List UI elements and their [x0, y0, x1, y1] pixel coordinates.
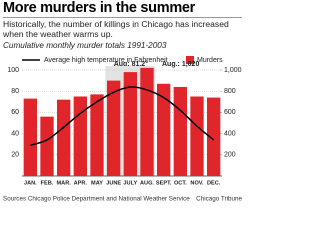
legend-label: Average high temperature in Fahrenheit: [44, 57, 168, 64]
x-tick-label: DEC.: [207, 180, 221, 186]
bar: [107, 80, 121, 176]
annotation: Aug: 81.2°: [114, 60, 149, 68]
bar: [40, 116, 54, 176]
title-rule: [3, 17, 242, 18]
bar: [123, 72, 137, 176]
y-tick-label: 80: [11, 88, 19, 95]
annotation: Aug.: 1,020: [162, 61, 199, 68]
y2-tick-label: 1,000: [224, 67, 242, 74]
chart-title: More murders in the summer: [3, 0, 196, 16]
chart-note: Cumulative monthly murder totals 1991-20…: [3, 41, 167, 50]
x-tick-label: MAR.: [57, 180, 72, 186]
chart: Average high temperature in Fahrenheit M…: [3, 56, 242, 203]
line: [30, 86, 215, 146]
x-tick-label: NOV.: [190, 180, 204, 186]
bar: [190, 96, 204, 176]
source: Sources Chicago Police Department and Na…: [3, 196, 190, 203]
chart-subtitle: Historically, the number of killings in …: [3, 19, 229, 39]
bar: [90, 94, 104, 176]
x-tick-label: SEPT.: [156, 180, 172, 186]
bar: [73, 96, 87, 176]
y2-tick-label: 200: [224, 152, 236, 159]
x-tick-label: FEB.: [41, 180, 54, 186]
y2-tick-label: 800: [224, 88, 236, 95]
bar: [157, 83, 171, 176]
page: More murders in the summer Historically,…: [3, 0, 242, 203]
x-tick-label: JUNE: [106, 180, 121, 186]
y2-tick-label: 400: [224, 130, 236, 137]
bar: [57, 99, 71, 176]
credit: Chicago Tribune: [196, 196, 242, 203]
bar: [173, 86, 187, 176]
x-tick-label: MAY: [91, 180, 103, 186]
y-tick-label: 40: [11, 130, 19, 137]
legend-bar-swatch: [186, 56, 194, 64]
x-tick-label: JAN.: [24, 180, 37, 186]
y-tick-label: 60: [11, 109, 19, 116]
bar: [23, 98, 37, 176]
x-tick-label: OCT.: [174, 180, 187, 186]
y-tick-label: 20: [11, 152, 19, 159]
x-tick-label: JULY: [123, 180, 137, 186]
bar: [140, 67, 154, 176]
y-tick-label: 100: [7, 67, 19, 74]
x-tick-label: APR.: [74, 180, 88, 186]
legend-label: Murders: [197, 57, 223, 64]
y2-tick-label: 600: [224, 109, 236, 116]
bar: [207, 97, 221, 176]
x-tick-label: AUG.: [140, 180, 154, 186]
